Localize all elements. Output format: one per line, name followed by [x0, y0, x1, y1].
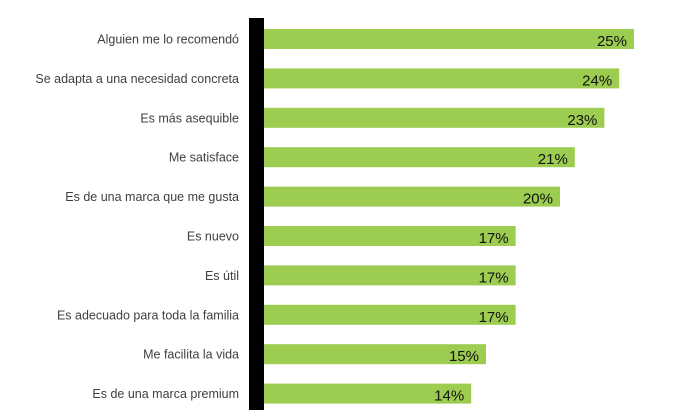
category-label: Es adecuado para toda la familia [57, 308, 239, 322]
bar [264, 304, 516, 325]
category-labels-group: Alguien me lo recomendó Se adapta a una n… [35, 33, 239, 402]
value-label: 21% [538, 151, 568, 168]
bars-group [264, 29, 634, 404]
value-label: 15% [449, 348, 479, 365]
category-label: Es de una marca premium [92, 387, 239, 401]
bar [264, 68, 620, 89]
bar [264, 107, 605, 128]
category-label: Es de una marca que me gusta [65, 190, 239, 204]
value-labels-group: 25% 24% 23% 21% 20% 17% 17% 17% 15% 14% [434, 33, 627, 405]
category-label: Alguien me lo recomendó [97, 33, 239, 47]
category-label: Me satisface [169, 151, 239, 165]
bar [264, 383, 472, 404]
bar [264, 29, 634, 49]
value-label: 17% [479, 269, 509, 286]
value-label: 17% [479, 230, 509, 247]
value-label: 17% [479, 309, 509, 326]
bar [264, 265, 516, 286]
bar [264, 344, 486, 365]
category-label: Se adapta a una necesidad concreta [35, 72, 239, 86]
bar [264, 147, 575, 168]
value-label: 23% [567, 112, 597, 129]
bar [264, 226, 516, 246]
value-label: 24% [582, 72, 612, 89]
value-label: 25% [597, 33, 627, 50]
category-label: Es nuevo [187, 230, 239, 244]
value-label: 20% [523, 191, 553, 208]
category-label: Es útil [205, 269, 239, 283]
category-label: Me facilita la vida [143, 348, 239, 362]
category-label: Es más asequible [140, 111, 239, 125]
y-axis-line [249, 18, 264, 410]
value-label: 14% [434, 388, 464, 405]
bar [264, 186, 560, 207]
